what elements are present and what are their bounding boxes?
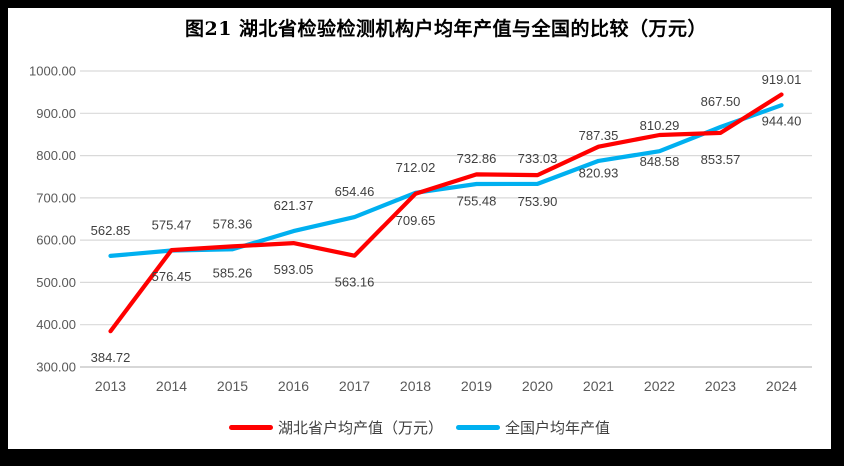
data-label: 944.40: [762, 114, 802, 129]
data-label: 593.05: [274, 262, 314, 277]
legend-label-national: 全国户均年产值: [505, 419, 611, 437]
x-axis-tick: 2015: [217, 378, 248, 394]
x-axis-tick: 2024: [766, 378, 797, 394]
legend-item-hubei: 湖北省户均产值（万元）: [228, 417, 443, 438]
x-axis-tick: 2022: [644, 378, 675, 394]
data-label: 654.46: [335, 184, 375, 199]
data-label: 753.90: [518, 194, 558, 209]
x-axis-tick: 2023: [705, 378, 736, 394]
data-label: 562.85: [91, 223, 131, 238]
data-label: 787.35: [579, 128, 619, 143]
legend-line-sample-hubei: [228, 424, 273, 430]
y-axis-tick: 500.00: [36, 275, 76, 290]
data-label: 853.57: [701, 152, 741, 167]
data-label: 709.65: [396, 213, 436, 228]
data-label: 563.16: [335, 275, 375, 290]
legend-label-hubei: 湖北省户均产值（万元）: [277, 419, 443, 437]
x-axis-tick: 2013: [95, 378, 126, 394]
y-axis-tick: 800.00: [36, 148, 76, 163]
x-axis-tick: 2021: [583, 378, 614, 394]
data-label: 578.36: [213, 216, 253, 231]
data-label: 919.01: [762, 72, 802, 87]
legend-line-sample-national: [456, 424, 500, 430]
y-axis-tick: 1000.00: [29, 64, 76, 79]
chart-title: 图21 湖北省检验检测机构户均年产值与全国的比较（万元）: [184, 18, 708, 40]
x-axis-tick: 2020: [522, 378, 553, 394]
chart-canvas: [8, 8, 831, 449]
data-label: 576.45: [152, 269, 192, 284]
data-label: 712.02: [396, 160, 436, 175]
x-axis-tick: 2017: [339, 378, 370, 394]
data-label: 810.29: [640, 118, 680, 133]
y-axis-tick: 600.00: [36, 233, 76, 248]
data-label: 820.93: [579, 166, 619, 181]
x-axis-tick: 2016: [278, 378, 309, 394]
data-label: 384.72: [91, 350, 131, 365]
data-label: 848.58: [640, 154, 680, 169]
y-axis-tick: 300.00: [36, 360, 76, 375]
data-label: 755.48: [457, 193, 497, 208]
x-axis-tick: 2019: [461, 378, 492, 394]
series-line-1: [108, 103, 784, 258]
y-axis-tick: 400.00: [36, 317, 76, 332]
data-label: 732.86: [457, 151, 497, 166]
legend: 湖北省户均产值（万元） 全国户均年产值: [8, 415, 831, 439]
x-axis-tick: 2018: [400, 378, 431, 394]
data-label: 867.50: [701, 94, 741, 109]
series-line-0: [108, 92, 784, 334]
x-axis-tick: 2014: [156, 378, 187, 394]
data-label: 585.26: [213, 265, 253, 280]
data-label: 733.03: [518, 151, 558, 166]
data-label: 621.37: [274, 198, 314, 213]
y-axis-tick: 700.00: [36, 190, 76, 205]
y-axis-tick: 900.00: [36, 106, 76, 121]
legend-item-national: 全国户均年产值: [456, 417, 610, 438]
data-label: 575.47: [152, 218, 192, 233]
